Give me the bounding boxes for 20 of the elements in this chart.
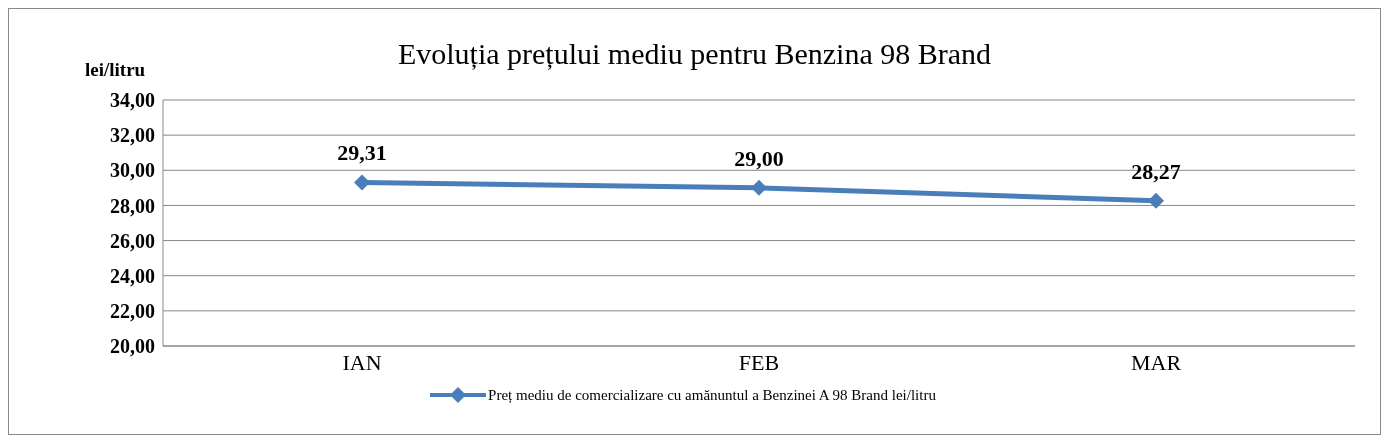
y-axis-title: lei/litru xyxy=(85,59,146,81)
x-tick-label: FEB xyxy=(738,349,780,375)
legend-label: Preț mediu de comercializare cu amănuntul a Benzinei A 98 Brand lei/litru xyxy=(488,386,936,404)
data-label: 28,27 xyxy=(1131,158,1181,184)
y-tick-label: 32,00 xyxy=(110,124,155,147)
point xyxy=(751,179,767,196)
y-tick-label: 28,00 xyxy=(110,194,155,217)
chart-title: Evoluția prețului mediu pentru Benzina 98 Brand xyxy=(397,37,992,70)
y-tick-label: 24,00 xyxy=(110,264,155,287)
y-tick-label: 20,00 xyxy=(110,335,155,358)
y-tick-label: 26,00 xyxy=(110,229,155,252)
y-tick-label: 30,00 xyxy=(110,159,155,182)
data-label: 29,31 xyxy=(337,140,387,166)
y-tick-label: 34,00 xyxy=(110,89,155,112)
x-tick-label: MAR xyxy=(1130,349,1182,375)
point xyxy=(354,174,370,191)
point xyxy=(1148,192,1164,209)
data-label: 29,00 xyxy=(734,145,784,171)
y-tick-label: 22,00 xyxy=(110,299,155,322)
x-tick-label: IAN xyxy=(342,349,382,375)
